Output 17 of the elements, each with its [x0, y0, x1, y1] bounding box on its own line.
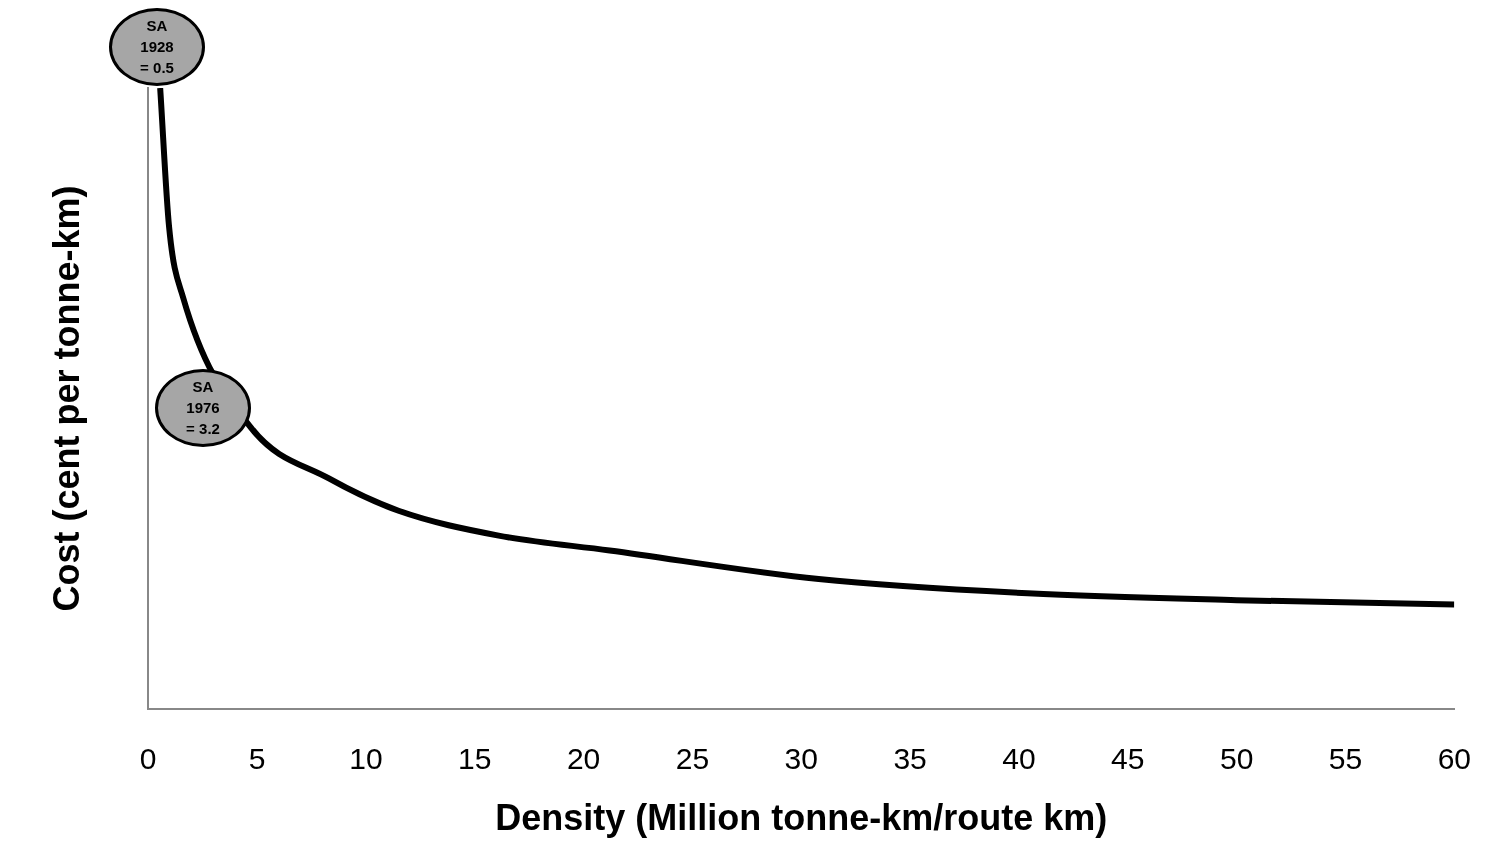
x-tick-label: 55 [1328, 742, 1363, 776]
x-tick-label: 60 [1437, 742, 1471, 776]
x-tick-label: 15 [458, 742, 492, 776]
x-tick-label: 0 [139, 742, 157, 776]
x-tick-label: 25 [675, 742, 710, 776]
y-axis-title: Cost (cent per tonne-km) [45, 185, 87, 612]
text: SA 1928 = 0.5 [139, 16, 175, 78]
x-tick-label: 20 [566, 742, 601, 776]
x-axis-title: Density (Million tonne-km/route km) [495, 797, 1108, 839]
x-tick-label: 40 [1002, 742, 1036, 776]
x-tick-label: 5 [248, 742, 266, 776]
x-tick-label: 50 [1219, 742, 1254, 776]
x-tick-label: 10 [349, 742, 383, 776]
x-tick-label: 30 [784, 742, 818, 776]
x-tick-label: 45 [1111, 742, 1145, 776]
x-tick-label: 35 [893, 742, 927, 776]
annotation: SA 1976 = 3.2 [185, 377, 221, 439]
